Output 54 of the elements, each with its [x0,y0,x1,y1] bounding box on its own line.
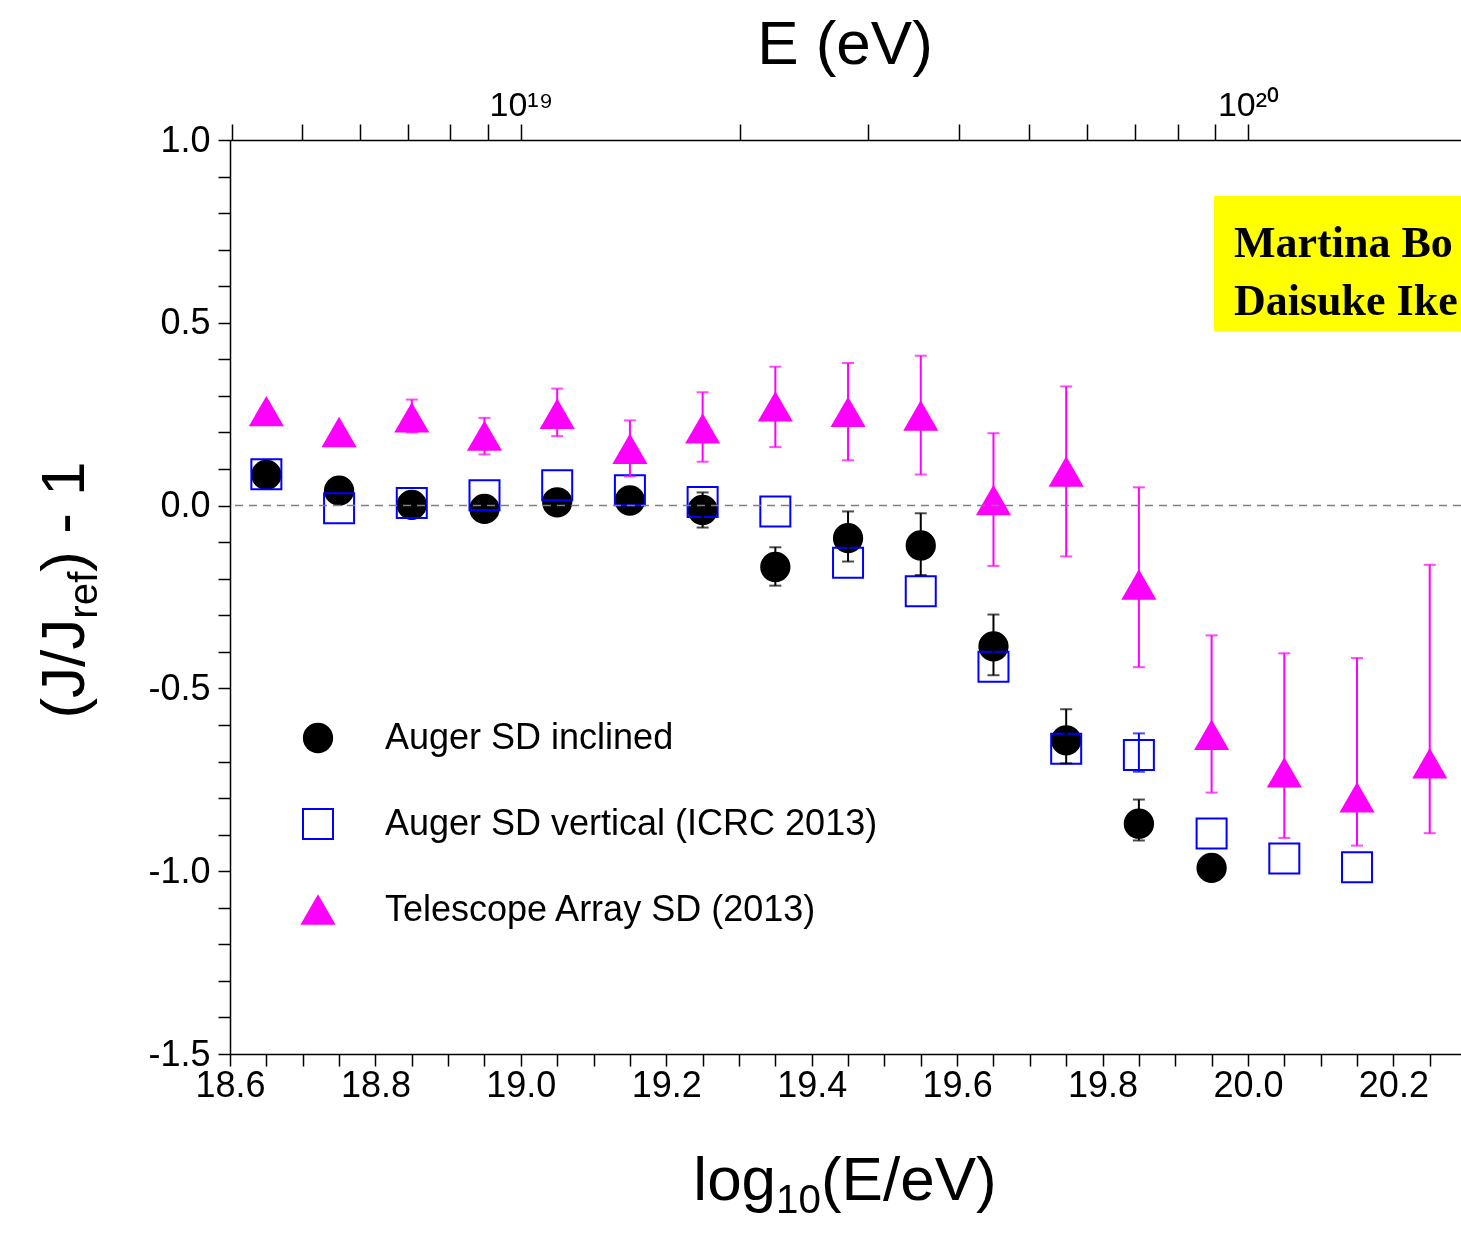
x2-axis-title: E (eV) [757,8,933,77]
x-tick-label: 20.0 [1213,1063,1284,1105]
point [904,575,937,608]
x-tick-label: 19.8 [1067,1063,1139,1105]
x-tick-label: 19.0 [486,1063,557,1105]
x2-tick-label: 10²⁰ [1217,84,1280,123]
annotation: Martina Bo [1234,218,1453,267]
y-tick-label: -1.0 [148,849,211,891]
point [1122,738,1155,771]
point [1049,457,1083,487]
point [832,546,865,579]
point [686,485,719,518]
point [613,474,646,507]
point [540,399,575,429]
point [1123,808,1155,839]
point [1267,758,1302,788]
x-tick-label: 19.4 [777,1063,848,1105]
y-tick-label: 0.5 [160,301,211,343]
point [977,650,1010,683]
point [249,396,284,427]
annotation: Daisuke Ike [1234,276,1458,325]
x-tick-label: 18.8 [340,1063,411,1105]
legend-label: Auger SD inclined [385,716,674,757]
x2-tick-label: 10¹⁹ [489,84,554,123]
point [903,401,938,431]
y-tick-label: 0.0 [160,484,211,526]
point [759,495,792,528]
point [1050,732,1083,765]
x-tick-label: 19.6 [922,1063,993,1105]
point [760,551,791,583]
point [323,492,356,525]
point [468,479,501,512]
point [467,421,502,451]
y-tick-label: -0.5 [148,666,211,708]
x-tick-label: 20.2 [1358,1063,1429,1105]
point [322,417,356,448]
point [613,434,647,464]
legend-label: Telescope Array SD (2013) [385,888,816,929]
point [541,469,574,502]
point [905,530,936,561]
x-axis-title: log$_{10}$(E/eV) [693,1144,997,1223]
point [614,485,646,516]
point [1194,720,1229,750]
point [323,475,355,506]
point [1268,842,1301,875]
legend-label: Auger SD vertical (ICRC 2013) [385,802,878,843]
y-tick-label: 1.0 [160,118,211,160]
point [1196,852,1227,884]
point [758,392,793,422]
x-tick-label: 19.2 [631,1063,702,1105]
point [1341,851,1374,884]
point [1195,817,1228,850]
point [685,414,720,444]
point [1122,570,1156,600]
